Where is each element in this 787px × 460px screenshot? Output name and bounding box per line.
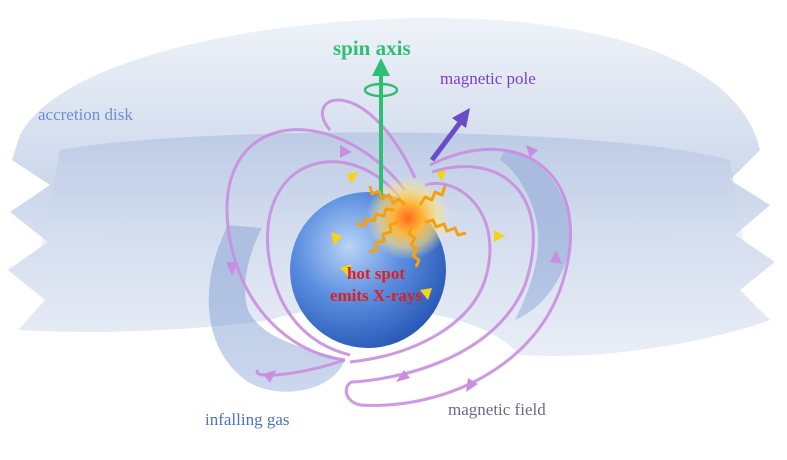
field-arrowheads: [226, 145, 562, 392]
magnetic-pole-label: magnetic pole: [440, 69, 536, 88]
accretion-disk-label: accretion disk: [38, 105, 133, 124]
spin-axis-label: spin axis: [333, 36, 411, 60]
xray-arrowheads: [331, 170, 505, 300]
magnetic-field-label: magnetic field: [448, 400, 546, 419]
hot-spot-label-line1: hot spot: [346, 264, 406, 283]
magnetic-pole-arrowhead: [452, 108, 470, 128]
infalling-gas-right: [500, 150, 571, 320]
infalling-gas-label: infalling gas: [205, 410, 290, 429]
magnetic-pole-arrow: [430, 118, 464, 162]
spin-rotation-icon: [363, 82, 399, 98]
spin-axis-arrowhead: [372, 58, 390, 76]
magnetic-field-lines: [225, 98, 573, 407]
hot-spot: [366, 176, 450, 260]
xray-emissions: [355, 185, 467, 268]
hot-spot-label-line2: emits X-rays: [329, 286, 423, 305]
hot-spot-label: hot spot emits X-rays: [316, 263, 436, 307]
